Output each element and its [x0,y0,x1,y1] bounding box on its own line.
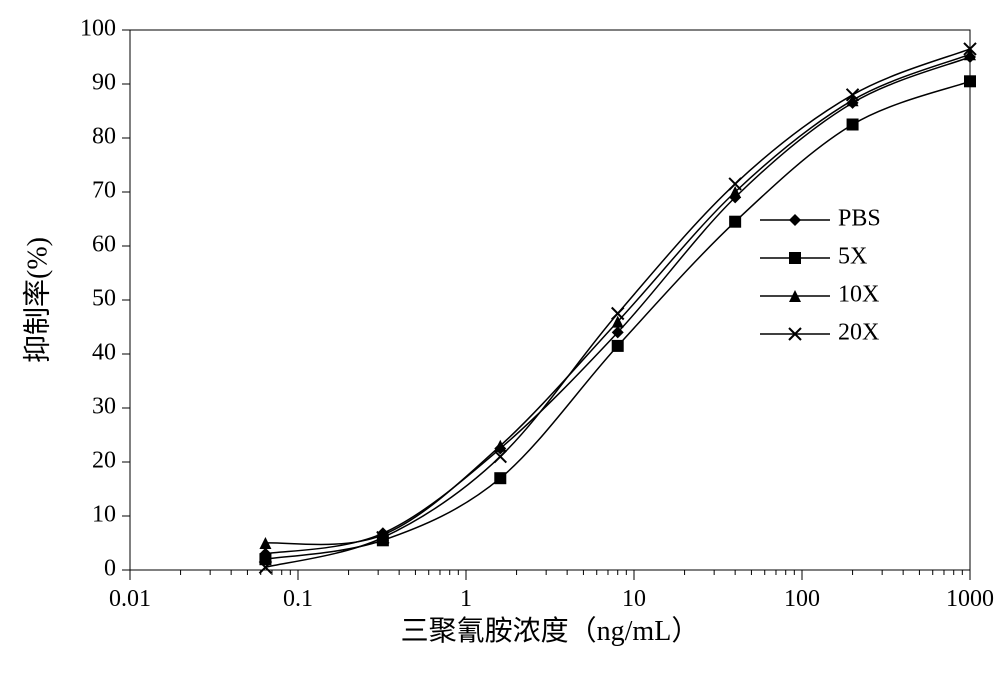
svg-text:30: 30 [92,394,116,420]
chart-svg: 0 10 20 30 40 50 60 70 80 90 100 0.01 0.1 1 10 100 1000 三… [0,0,1000,683]
svg-text:100: 100 [80,16,116,42]
svg-text:1000: 1000 [946,586,994,612]
svg-text:1: 1 [460,586,472,612]
marker-square [494,472,506,484]
svg-text:100: 100 [784,586,820,612]
marker-square [729,216,741,228]
marker-diamond [789,214,801,226]
svg-text:PBS: PBS [838,206,881,232]
svg-text:10: 10 [92,502,116,528]
chart-container: 0 10 20 30 40 50 60 70 80 90 100 0.01 0.1 1 10 100 1000 三… [0,0,1000,683]
svg-text:80: 80 [92,124,116,150]
svg-text:50: 50 [92,286,116,312]
legend-item-10X: 10X [760,282,879,308]
svg-text:20: 20 [92,448,116,474]
svg-text:0.1: 0.1 [283,586,313,612]
svg-text:60: 60 [92,232,116,258]
svg-text:90: 90 [92,70,116,96]
svg-text:20X: 20X [838,320,879,346]
marker-square [612,340,624,352]
svg-text:10X: 10X [838,282,879,308]
svg-text:70: 70 [92,178,116,204]
svg-text:0.01: 0.01 [109,586,151,612]
svg-text:40: 40 [92,340,116,366]
legend-item-PBS: PBS [760,206,881,232]
marker-square [789,252,801,264]
legend-item-5X: 5X [760,244,867,270]
legend-item-20X: 20X [760,320,879,346]
svg-text:0: 0 [104,556,116,582]
svg-text:三聚氰胺浓度（ng/mL）: 三聚氰胺浓度（ng/mL） [401,615,700,647]
svg-text:10: 10 [622,586,646,612]
svg-text:抑制率(%): 抑制率(%) [21,237,53,363]
svg-text:5X: 5X [838,244,867,270]
marker-square [847,119,859,131]
series-20X [259,43,976,573]
marker-square [964,75,976,87]
